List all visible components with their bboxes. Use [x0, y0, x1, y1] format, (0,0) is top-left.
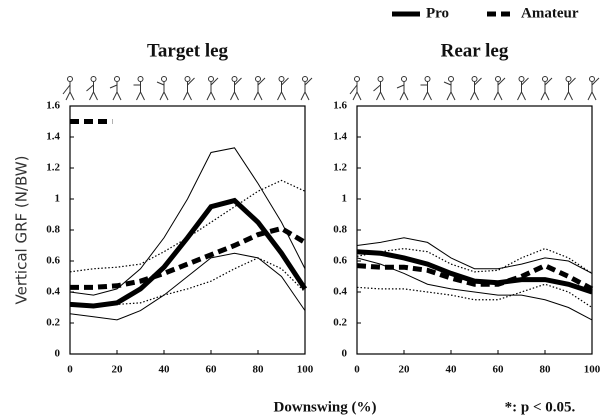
legend-label: Amateur [521, 5, 579, 21]
golfer-icon [109, 76, 122, 101]
golfer-icon [540, 76, 553, 101]
golfer-icon [587, 76, 600, 101]
series-line [69, 252, 306, 321]
golfer-icon [493, 76, 506, 101]
golfer-icon [396, 76, 409, 101]
y-tick-label: 1.2 [46, 162, 60, 174]
x-tick-label: 20 [399, 364, 411, 376]
series-line [356, 247, 593, 274]
golfer-icon [420, 76, 432, 101]
y-tick-label: 0.6 [46, 255, 60, 267]
golfer-icon [62, 76, 75, 101]
y-tick-label: 0.2 [333, 317, 347, 329]
y-tick-label: 1 [55, 193, 61, 205]
series-line [69, 147, 306, 296]
y-axis-label: Vertical GRF (N/BW) [13, 156, 31, 305]
x-tick-label: 80 [540, 364, 552, 376]
x-tick-label: 100 [297, 364, 314, 376]
golfer-icon [349, 76, 362, 101]
x-tick-label: 0 [67, 364, 73, 376]
chart-title: Target leg [147, 40, 229, 61]
y-tick-label: 1.2 [333, 162, 347, 174]
y-tick-label: 0.4 [333, 286, 347, 298]
series-line [356, 257, 593, 321]
y-tick-label: 0 [55, 348, 61, 360]
golfer-icon [86, 76, 98, 101]
x-tick-label: 100 [584, 364, 601, 376]
x-tick-label: 60 [206, 364, 218, 376]
y-tick-label: 1.6 [46, 100, 60, 112]
legend-label: Pro [426, 5, 449, 21]
y-tick-label: 0.4 [46, 286, 60, 298]
golfer-icon [156, 76, 169, 101]
golfer-icon [230, 76, 242, 101]
y-tick-label: 0.8 [46, 224, 60, 236]
x-axis-label: Downswing (%) [274, 399, 377, 415]
y-tick-label: 0.8 [333, 224, 347, 236]
golfer-icon [443, 76, 456, 101]
x-tick-label: 40 [159, 364, 171, 376]
golfer-icon [253, 76, 266, 101]
series-line [356, 237, 593, 274]
y-tick-label: 1.4 [46, 131, 60, 143]
golfer-icon [517, 76, 529, 101]
x-tick-label: 20 [112, 364, 124, 376]
series-line [69, 179, 306, 273]
golfer-icon [277, 76, 289, 101]
golfer-icon [470, 76, 482, 101]
chart-title: Rear leg [441, 40, 509, 61]
golfer-icon [206, 76, 219, 101]
y-tick-label: 1.4 [333, 131, 347, 143]
golfer-icon [133, 76, 145, 101]
series-line [356, 283, 593, 309]
golfer-icon [300, 76, 313, 101]
y-tick-label: 1 [342, 193, 348, 205]
golfer-icon [373, 76, 385, 101]
y-tick-label: 0.6 [333, 255, 347, 267]
series-line [356, 249, 593, 295]
golfer-icon [564, 76, 576, 101]
x-tick-label: 40 [446, 364, 458, 376]
y-tick-label: 1.6 [333, 100, 347, 112]
x-tick-label: 60 [493, 364, 505, 376]
x-tick-label: 80 [253, 364, 265, 376]
x-tick-label: 0 [354, 364, 360, 376]
series-line [69, 197, 308, 309]
y-tick-label: 0.2 [46, 317, 60, 329]
series-line [356, 262, 594, 292]
plot-frame [356, 105, 593, 355]
golfer-icon [183, 76, 195, 101]
y-tick-label: 0 [342, 348, 348, 360]
footnote: *: p < 0.05. [505, 399, 576, 415]
